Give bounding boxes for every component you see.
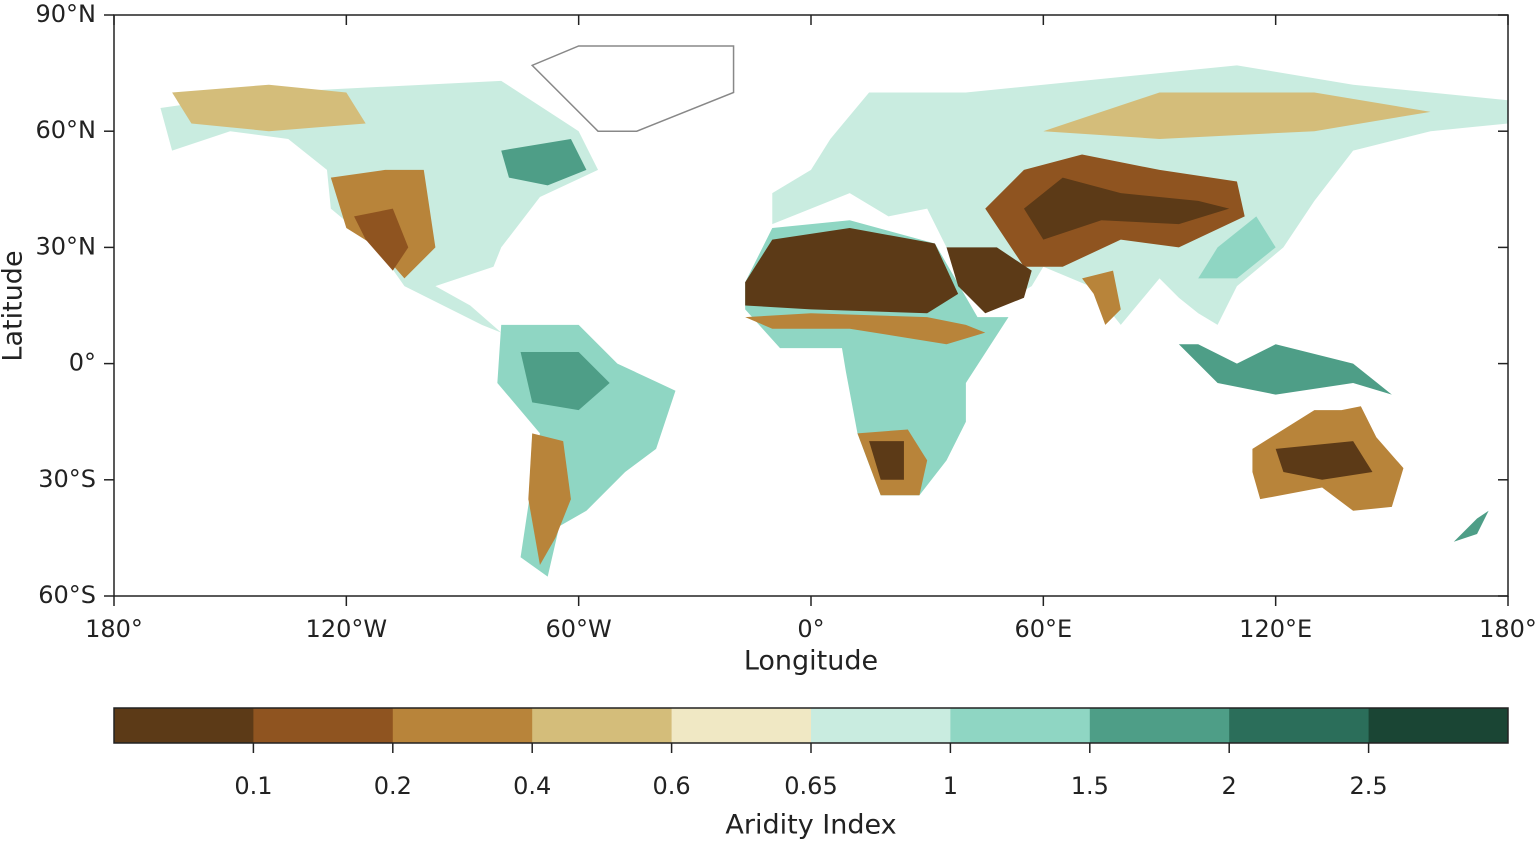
land-region [1023, 177, 1230, 240]
land-region [1178, 344, 1392, 395]
colorbar-segment [532, 708, 673, 743]
land-region [1198, 216, 1276, 279]
x-tick-label: 60°W [546, 615, 612, 643]
land-region [1043, 92, 1431, 139]
colorbar-tick-label: 2.5 [1350, 772, 1388, 800]
y-tick-label: 30°N [36, 232, 97, 260]
land-region [869, 441, 904, 480]
colorbar-tick-label: 2 [1222, 772, 1237, 800]
land-region [1453, 510, 1489, 542]
greenland-outline [530, 45, 735, 132]
colorbar-segment [950, 708, 1091, 743]
land-region [520, 351, 610, 411]
x-tick-label: 60°E [1014, 615, 1072, 643]
colorbar-segment [114, 708, 254, 743]
colorbar-tick-label: 1.5 [1071, 772, 1109, 800]
land-region [745, 313, 986, 345]
land-region [745, 228, 959, 314]
land-region [172, 84, 366, 132]
colorbar-tick-label: 0.2 [374, 772, 412, 800]
colorbar-tick-label: 0.1 [234, 772, 272, 800]
x-tick-label: 180° [85, 615, 143, 643]
colorbar-tick-label: 0.4 [513, 772, 551, 800]
y-tick-label: 0° [69, 349, 96, 377]
y-tick-label: 60°N [36, 116, 97, 144]
y-axis-title: Latitude [0, 250, 29, 361]
y-tick-label: 90°N [36, 0, 97, 28]
colorbar-tick-label: 1 [943, 772, 958, 800]
land-layer [160, 45, 1508, 577]
colorbar-segment [1229, 708, 1370, 743]
colorbar-segment [1368, 708, 1509, 743]
colorbar-tick-label: 0.6 [653, 772, 691, 800]
land-region [1275, 441, 1373, 480]
y-tick-label: 60°S [38, 581, 96, 609]
y-tick-label: 30°S [38, 465, 96, 493]
x-tick-label: 0° [797, 615, 824, 643]
land-region [528, 433, 571, 566]
colorbar-segment [253, 708, 394, 743]
land-region [354, 208, 409, 271]
x-axis-title: Longitude [744, 646, 878, 677]
colorbar-segment [811, 708, 951, 743]
land-region [946, 247, 1032, 314]
colorbar-segment [1089, 708, 1230, 743]
land-region [1082, 270, 1121, 325]
colorbar-tick-label: 0.65 [784, 772, 837, 800]
land-region [501, 138, 587, 186]
x-tick-label: 120°W [306, 615, 388, 643]
colorbar-title: Aridity Index [725, 810, 896, 841]
colorbar-segment [671, 708, 812, 743]
colorbar-segment [392, 708, 533, 743]
x-tick-label: 180° [1479, 615, 1536, 643]
x-tick-label: 120°E [1239, 615, 1312, 643]
